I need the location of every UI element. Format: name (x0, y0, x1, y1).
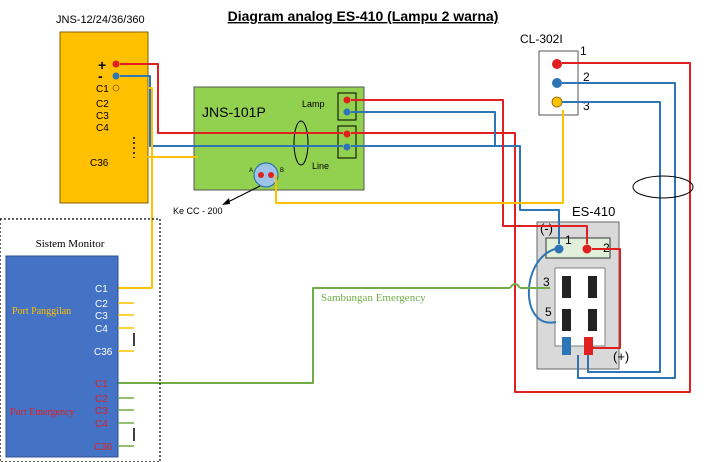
call-port-c3: C3 (95, 311, 108, 322)
es410-minus-label: (-) (540, 221, 553, 236)
psu-minus-terminal (112, 72, 120, 80)
call-port-c1: C1 (95, 284, 108, 295)
wires (118, 62, 691, 393)
emergency-port-c4: C4 (95, 419, 108, 430)
psu-plus-label: + (98, 57, 106, 73)
monitor-title: Sistem Monitor (36, 238, 105, 250)
wire-emergency-hop (509, 283, 521, 289)
jns101p-cc-connector (253, 162, 279, 188)
psu-port-c1: C1 (96, 84, 109, 95)
es410-label: ES-410 (572, 204, 615, 219)
call-port-c4: C4 (95, 324, 108, 335)
wire-c1-to-monitor (118, 87, 153, 289)
diagram-title: Diagram analog ES-410 (Lampu 2 warna) (228, 8, 499, 24)
jns101p-pin-a-label: A (249, 168, 253, 174)
emergency-port-c3: C3 (95, 406, 108, 417)
jns101p-line-blue-terminal (343, 143, 351, 151)
wire-psu-minus (120, 75, 343, 147)
es410-terminal-1: 1 (565, 233, 572, 247)
psu-port-c2: C2 (96, 99, 109, 110)
jns101p-pin-b-label: B (280, 168, 284, 174)
jns101p-line-terminal-block (337, 125, 357, 159)
emergency-port-c1: C1 (95, 379, 108, 390)
es410-plus-label: (+) (613, 349, 629, 364)
es410-terminal-3: 3 (543, 275, 550, 289)
wire-cl302-yellow-return (562, 101, 661, 373)
jns101p-cable-tie (293, 120, 309, 166)
jns101p-pin-a-dot (258, 172, 264, 178)
psu-plus-terminal (112, 60, 120, 68)
es410-terminal-1-dot (554, 244, 564, 254)
monitor-block (5, 255, 119, 458)
wire-lamp-blue (351, 111, 496, 147)
es410-terminal-5: 5 (545, 305, 552, 319)
wire-psu-c1 (120, 87, 197, 158)
cc-arrow-head (222, 198, 230, 205)
wire-lamp-red (351, 99, 588, 244)
cl302-label: CL-302I (520, 32, 563, 46)
jns101p-line-red-terminal (343, 130, 351, 138)
cl302-terminal-1-dot (552, 59, 562, 69)
wire-red-loop (351, 62, 691, 393)
emergency-port-leads (118, 397, 134, 447)
call-port-label: Port Panggilan (12, 306, 71, 317)
es410-terminal-2-dot (582, 244, 592, 254)
cc-label: Ke CC - 200 (173, 206, 223, 216)
psu-label: JNS-12/24/36/360 (56, 14, 145, 26)
jns101p-lamp-label: Lamp (302, 99, 325, 109)
cc-arrow-line (223, 185, 261, 205)
psu-port-c3: C3 (96, 111, 109, 122)
emergency-port-c2: C2 (95, 394, 108, 405)
wire-emergency (118, 287, 510, 384)
es410-red-lamp-contact (584, 337, 593, 355)
jns101p-lamp-terminal-block (337, 92, 357, 121)
wire-psu-plus (120, 63, 343, 134)
jns101p-block (193, 86, 365, 191)
wire-yellow-to-cl302 (275, 110, 564, 204)
wire-es410-blue-internal (527, 248, 557, 324)
jns101p-pin-b-dot (268, 172, 274, 178)
es410-blue-lamp-contact (562, 337, 571, 355)
jns101p-lamp-red-terminal (343, 96, 351, 104)
cable-bundle-ellipse (632, 175, 694, 199)
cl302-terminal-2-dot (552, 78, 562, 88)
cl302-terminal-2: 2 (583, 70, 590, 84)
wire-blue-es410 (351, 145, 560, 244)
cl302-terminal-3: 3 (583, 99, 590, 113)
cl302-terminal-3-dot (551, 96, 563, 108)
monitor-boundary (0, 218, 161, 462)
jns101p-label: JNS-101P (202, 104, 266, 120)
es410-switch-contacts (562, 276, 597, 331)
jns101p-lamp-blue-terminal (343, 108, 351, 116)
wire-es410-red-internal (592, 248, 621, 349)
psu-port-c36: C36 (90, 158, 109, 169)
jns101p-line-label: Line (312, 161, 329, 171)
call-port-c36: C36 (94, 347, 113, 358)
emergency-wire-label: Sambungan Emergency (321, 292, 426, 304)
psu-c1-terminal (112, 84, 120, 92)
call-port-leads (118, 302, 134, 352)
psu-port-c4: C4 (96, 123, 109, 134)
emergency-port-c36: C36 (94, 442, 113, 453)
psu-minus-label: - (98, 68, 103, 84)
wire-cl302-blue (562, 82, 676, 379)
cl302-terminal-1: 1 (580, 44, 587, 58)
emergency-port-label: Port Emergency (10, 407, 75, 418)
psu-block (59, 31, 149, 204)
call-port-c2: C2 (95, 299, 108, 310)
